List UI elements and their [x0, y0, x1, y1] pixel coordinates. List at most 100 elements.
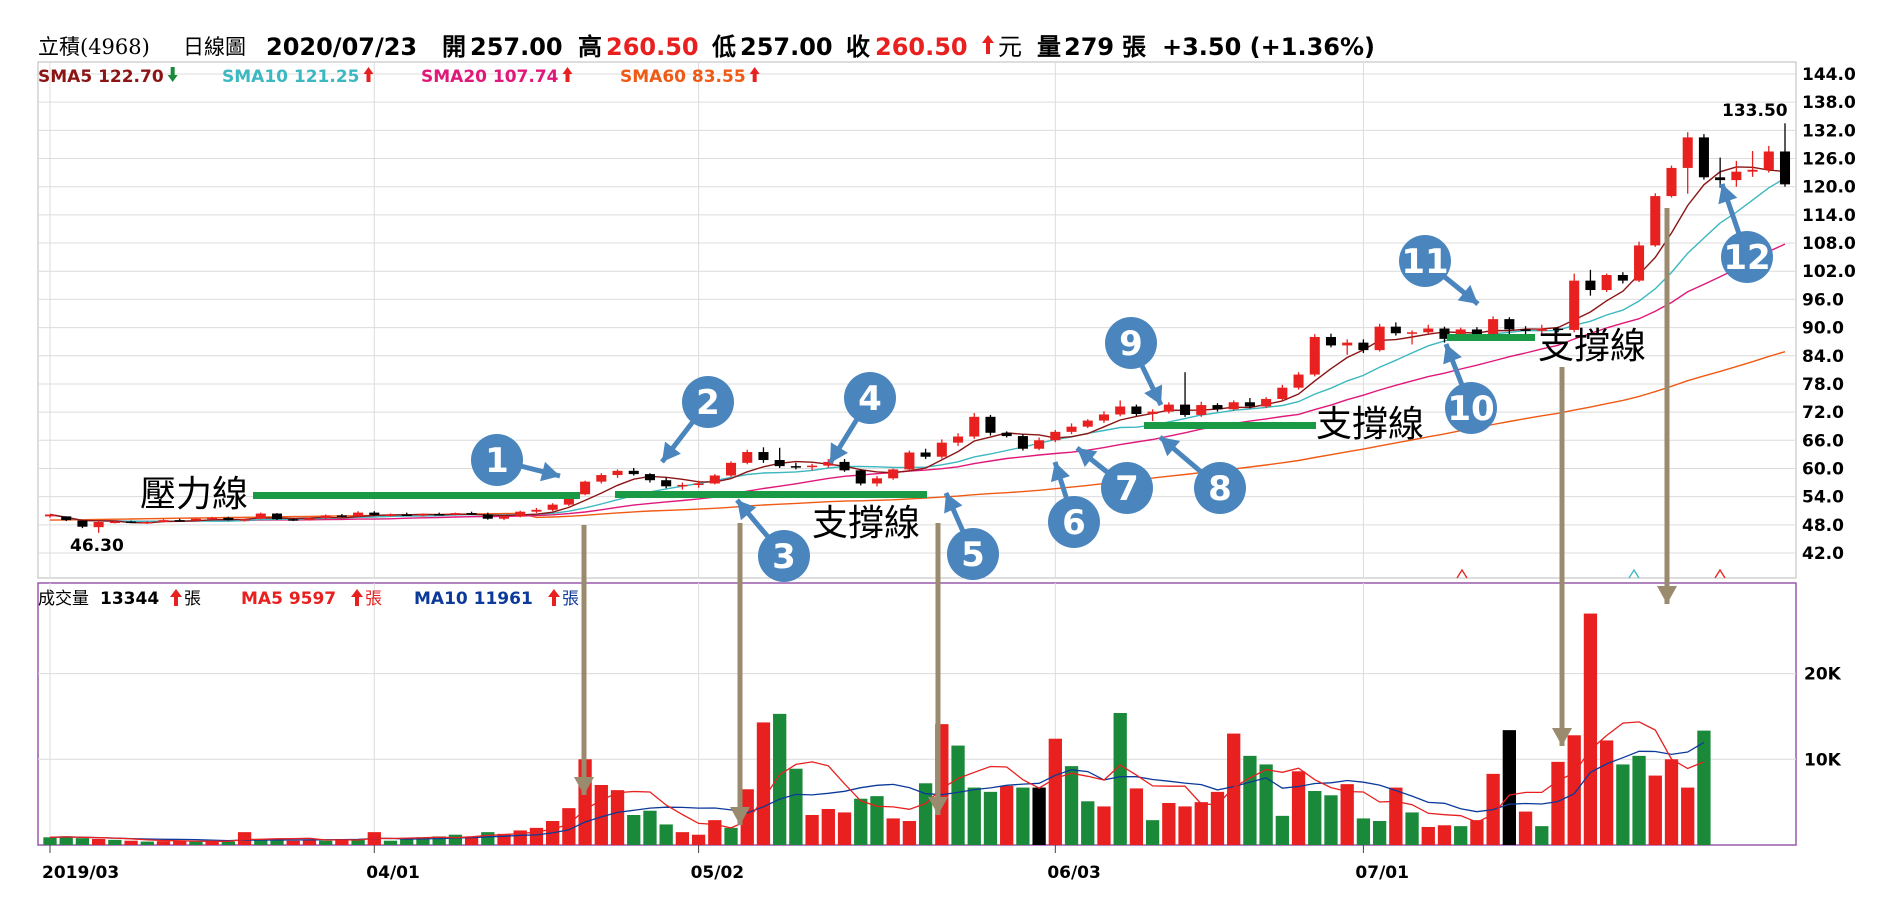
volume-bar: [1648, 775, 1662, 845]
indicator-legend: SMA5 122.70 SMA10 121.25 SMA20 107.74 SM…: [38, 67, 760, 87]
callout-arrow-4-head: [830, 442, 848, 463]
candle-body: [1763, 151, 1774, 170]
volume-bar: [1502, 730, 1516, 845]
candle-body: [1325, 336, 1337, 346]
candle-body: [142, 522, 153, 524]
volume-up-arrow-icon: [170, 589, 182, 606]
price-tick-label: 126.0: [1802, 150, 1856, 170]
candle-body: [1552, 328, 1564, 331]
candle-body: [742, 452, 753, 463]
volume-bar: [659, 824, 673, 845]
callout-number-1: 1: [485, 441, 509, 481]
callout-arrow-3-head: [737, 500, 757, 521]
volume-bar: [1194, 802, 1208, 845]
candle-body: [1374, 326, 1385, 351]
candle-body: [1585, 280, 1596, 291]
price-change: +3.50 (+1.36%): [1162, 33, 1375, 61]
volume-bar: [351, 839, 365, 845]
volume-bar: [805, 815, 819, 845]
vol-ma10-up-arrow-icon: [548, 589, 560, 606]
candle-body: [1650, 196, 1661, 246]
volume-bar: [1291, 771, 1306, 845]
volume-bar: [1470, 820, 1484, 845]
volume-bar: [1129, 788, 1144, 845]
callout-arrow-10-head: [1443, 344, 1462, 365]
volume-bar: [221, 841, 236, 845]
price-tick-label: 90.0: [1802, 319, 1844, 339]
candle-body: [1423, 328, 1434, 333]
candle-body: [726, 462, 737, 476]
candle-body: [790, 466, 801, 468]
callout-arrow-1-head: [540, 461, 560, 482]
volume-bar: [1616, 764, 1630, 845]
callout-number-3: 3: [772, 537, 796, 577]
candle-body: [482, 514, 493, 519]
candle-body: [693, 483, 704, 485]
callout-number-2: 2: [696, 383, 720, 423]
x-tick-label: 05/02: [691, 863, 745, 883]
price-tick-label: 54.0: [1802, 488, 1844, 508]
volume-bar: [189, 841, 203, 845]
candle-body: [271, 513, 283, 520]
volume-bar: [448, 834, 463, 845]
volume-bar: [529, 827, 544, 845]
candle-body: [596, 475, 607, 482]
candle-body: [417, 514, 428, 516]
volume-bar: [886, 818, 900, 845]
candle-body: [1309, 336, 1320, 375]
candle-body: [93, 522, 104, 528]
callout-number-5: 5: [961, 535, 985, 575]
volume-bar: [1405, 812, 1419, 845]
price-tick-label: 72.0: [1802, 403, 1844, 423]
volume-bar: [140, 841, 154, 845]
candle-body: [904, 452, 915, 470]
candle-body: [758, 452, 769, 461]
close-label: 收: [846, 33, 870, 61]
header-date: 2020/07/23: [266, 33, 417, 61]
volume-bar: [1178, 806, 1192, 845]
candle-body: [871, 478, 882, 484]
volume-bar: [1145, 820, 1160, 845]
volume-bar: [205, 841, 219, 845]
volume-bar: [1372, 821, 1387, 845]
candle-body: [158, 520, 169, 523]
candle-body: [1731, 171, 1742, 181]
volume-bar: [627, 815, 641, 845]
candle-body: [936, 442, 947, 457]
support-label-2: 支撐線: [1316, 404, 1424, 445]
sma60-indicator: SMA60 83.55: [620, 67, 746, 87]
candle-body: [1634, 245, 1645, 281]
callout-arrow-11-head: [1457, 284, 1478, 304]
support-label-3: 支撐線: [1538, 326, 1646, 367]
price-tick-label: 60.0: [1802, 459, 1844, 479]
volume-bar: [1518, 811, 1533, 845]
candle-body: [1244, 402, 1255, 407]
price-tick-label: 66.0: [1802, 431, 1844, 451]
volume-bar: [302, 839, 317, 845]
candle-body: [1504, 319, 1515, 330]
callout-arrow-12-head: [1718, 184, 1738, 205]
volume-bar: [1454, 826, 1468, 845]
price-unit: 元: [998, 33, 1022, 61]
volume-bar: [270, 839, 284, 845]
callout-arrow-7-head: [1077, 448, 1098, 468]
volume-bar: [1340, 784, 1354, 845]
price-tick-label: 84.0: [1802, 347, 1844, 367]
candle-body: [1066, 426, 1077, 432]
candle-body: [1358, 342, 1369, 351]
callout-bubble-4: [844, 372, 896, 424]
candle-body: [709, 475, 720, 484]
vol-ma5-up-arrow-icon: [351, 589, 363, 606]
candle-body: [1682, 137, 1693, 168]
volume-bar: [1421, 827, 1435, 845]
support-line-1: [615, 491, 927, 498]
volume-bar: [773, 713, 787, 845]
volume-bar: [75, 838, 90, 845]
candle-body: [1439, 328, 1450, 339]
volume-bar: [756, 722, 771, 845]
volume-bar: [708, 820, 722, 845]
volume-bar: [1016, 787, 1030, 845]
support-line-2: [1144, 422, 1316, 429]
candle-body: [1163, 404, 1174, 412]
